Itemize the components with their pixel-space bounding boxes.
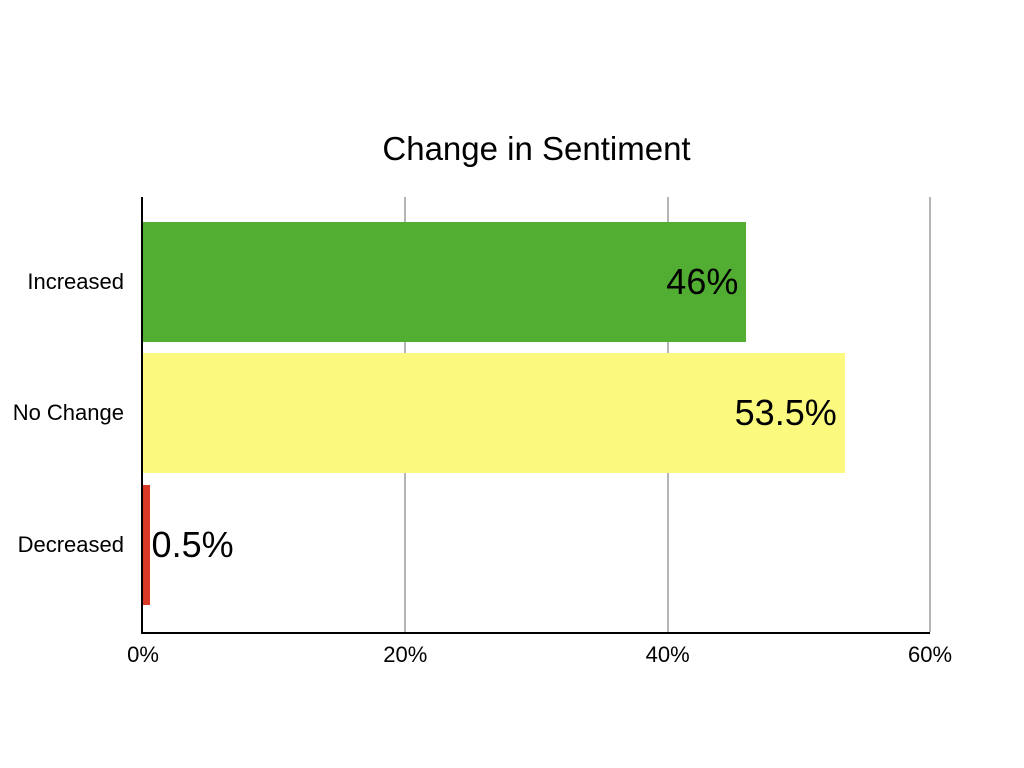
- category-label-decreased: Decreased: [17, 532, 124, 557]
- plot-area: 46% 53.5% 0.5%: [141, 197, 931, 634]
- gridline-60: [929, 197, 931, 632]
- bar-value-label-increased: 46%: [666, 261, 739, 302]
- bar-no-change: 53.5%: [143, 353, 845, 473]
- x-tick-label-40: 40%: [645, 642, 690, 667]
- chart-title: Change in Sentiment: [382, 130, 691, 167]
- x-tick-label-60: 60%: [907, 642, 953, 667]
- category-label-increased: Increased: [27, 269, 124, 294]
- x-tick-label-0: 0%: [127, 642, 159, 667]
- bar-value-label-decreased: 0.5%: [151, 524, 234, 565]
- bar-value-label-no-change: 53.5%: [734, 392, 837, 433]
- category-label-no-change: No Change: [12, 400, 124, 425]
- bar-decreased: 0.5%: [143, 485, 234, 605]
- bar-increased: 46%: [143, 222, 747, 342]
- x-tick-label-20: 20%: [383, 642, 428, 667]
